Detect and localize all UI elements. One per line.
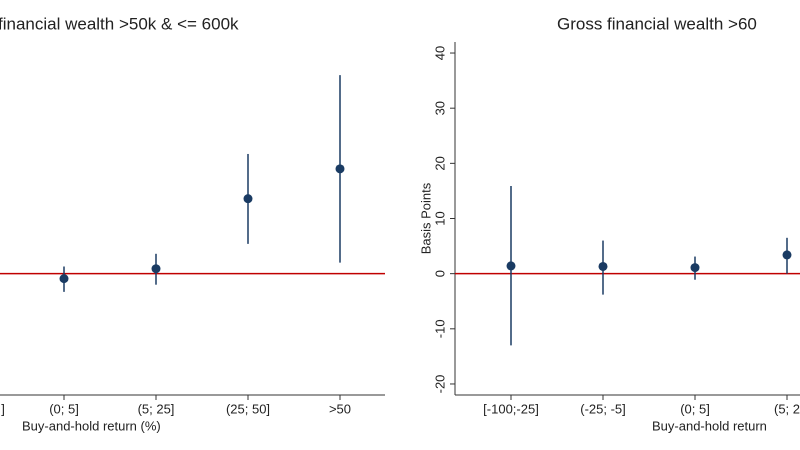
point — [243, 194, 253, 204]
x-tick-label: [-100;-25] — [483, 401, 539, 416]
x-tick-label: (5; 2 — [774, 401, 800, 416]
x-tick-label: (25; 50] — [226, 401, 270, 416]
x-tick-label: (0; 5] — [680, 401, 710, 416]
x-tick-label: ] — [1, 401, 5, 416]
y-tick-label: -20 — [432, 375, 447, 394]
point — [690, 263, 700, 273]
y-tick-label: 10 — [432, 211, 447, 225]
y-axis-label: Basis Points — [418, 182, 433, 254]
point — [506, 261, 516, 271]
x-axis-label: Buy-and-hold return — [652, 418, 767, 433]
point — [782, 250, 792, 260]
x-tick-label: (5; 25] — [138, 401, 175, 416]
point — [59, 274, 69, 284]
y-tick-label: 40 — [432, 46, 447, 60]
chart-title: Gross financial wealth >60 — [557, 14, 757, 33]
x-tick-label: (0; 5] — [49, 401, 79, 416]
chart-title: financial wealth >50k & <= 600k — [0, 14, 239, 33]
y-tick-label: 30 — [432, 101, 447, 115]
x-tick-label: >50 — [329, 401, 351, 416]
point — [151, 264, 161, 274]
point — [598, 261, 608, 271]
x-tick-label: (-25; -5] — [580, 401, 626, 416]
y-tick-label: 0 — [432, 270, 447, 277]
x-axis-label: Buy-and-hold return (%) — [22, 418, 161, 433]
y-tick-label: -10 — [432, 319, 447, 338]
y-tick-label: 20 — [432, 156, 447, 170]
point — [335, 164, 345, 174]
